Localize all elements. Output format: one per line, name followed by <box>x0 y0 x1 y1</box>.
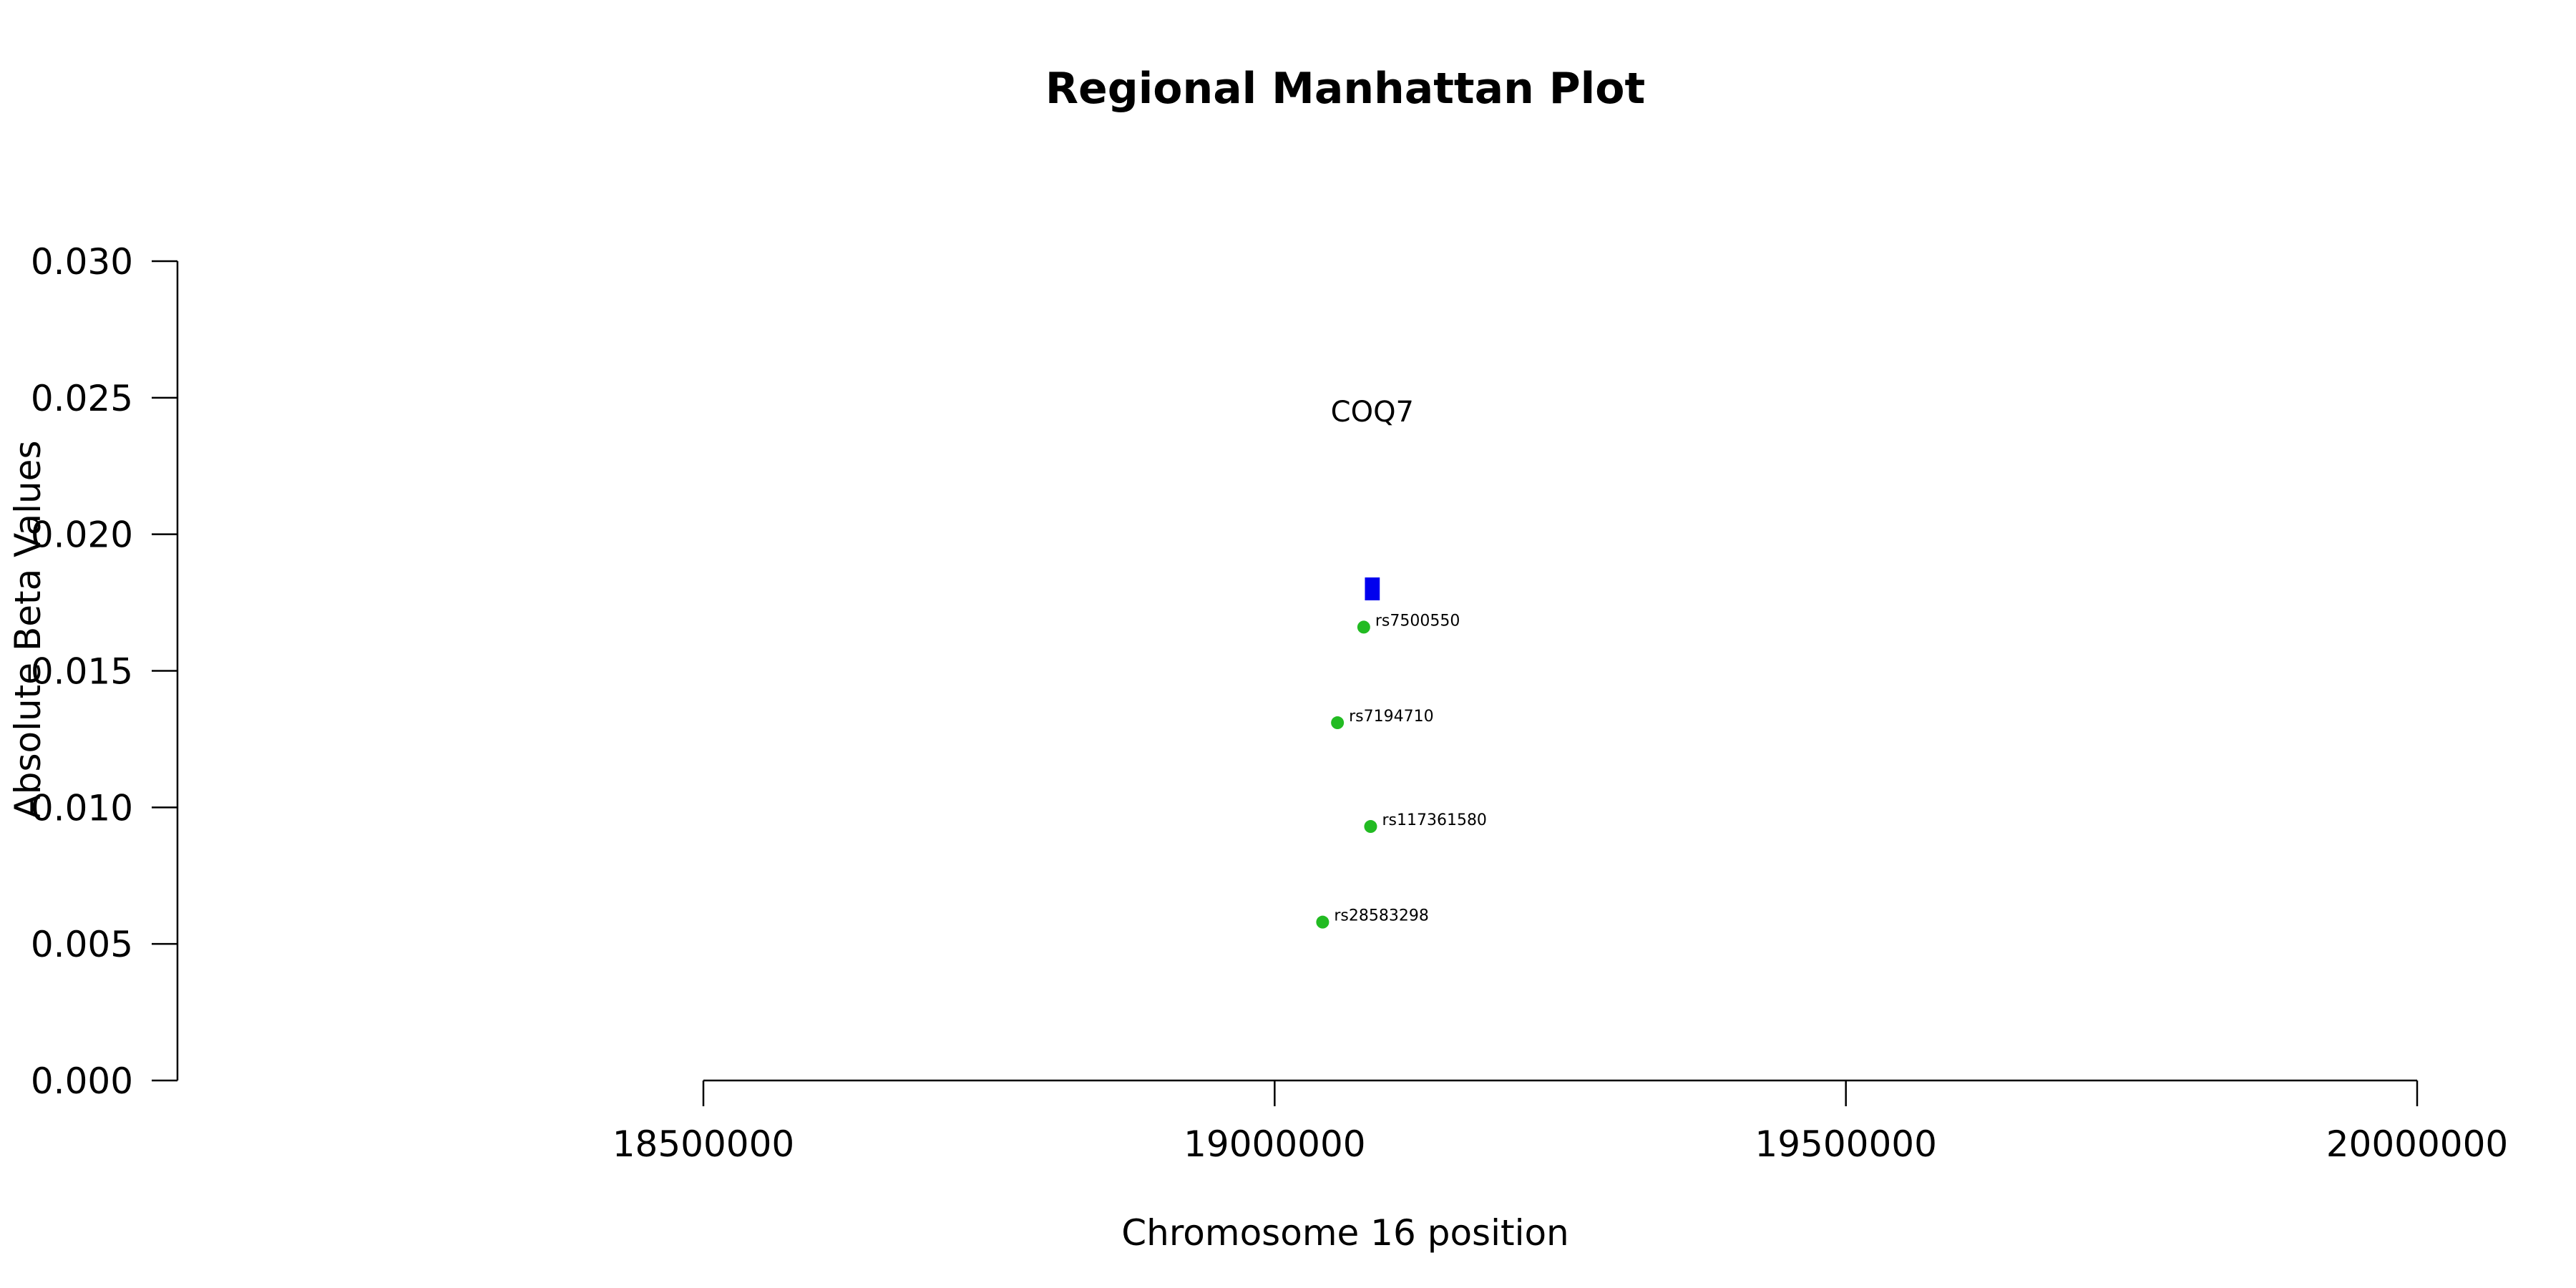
x-axis: 18500000 19000000 19500000 20000000 <box>613 1079 2509 1165</box>
chart-title: Regional Manhattan Plot <box>1045 64 1645 114</box>
x-tick-label: 19000000 <box>1184 1123 1366 1165</box>
x-axis-label: Chromosome 16 position <box>1121 1212 1569 1254</box>
gene-label: COQ7 <box>1331 396 1414 429</box>
y-tick-label: 0.020 <box>31 514 133 556</box>
snp-point-rs7194710 <box>1331 716 1345 730</box>
snp-label: rs28583298 <box>1334 907 1428 925</box>
snp-point-rs117361580 <box>1364 820 1377 834</box>
y-tick-label: 0.010 <box>31 787 133 829</box>
snp-label: rs7194710 <box>1349 708 1434 726</box>
genes-layer: COQ7 <box>1331 396 1414 600</box>
x-tick-label: 20000000 <box>2326 1123 2509 1165</box>
y-tick-label: 0.030 <box>31 241 133 283</box>
y-tick-label: 0.015 <box>31 651 133 693</box>
gene-coq7 <box>1365 577 1380 600</box>
snp-point-rs7500550 <box>1357 620 1370 634</box>
snp-label: rs7500550 <box>1375 612 1460 630</box>
y-tick-label: 0.005 <box>31 924 133 965</box>
y-axis: 0.000 0.005 0.010 0.015 0.020 0.025 0.030 <box>31 241 179 1102</box>
x-tick-label: 18500000 <box>613 1123 795 1165</box>
x-tick-label: 19500000 <box>1755 1123 1937 1165</box>
y-tick-label: 0.000 <box>31 1060 133 1102</box>
snp-label: rs117361580 <box>1382 811 1486 829</box>
y-tick-label: 0.025 <box>31 378 133 419</box>
points-layer: rs7500550 rs7194710 rs117361580 rs28583298 <box>1316 612 1487 929</box>
snp-point-rs28583298 <box>1316 915 1330 929</box>
y-axis-label: Absolute Beta Values <box>7 441 49 819</box>
